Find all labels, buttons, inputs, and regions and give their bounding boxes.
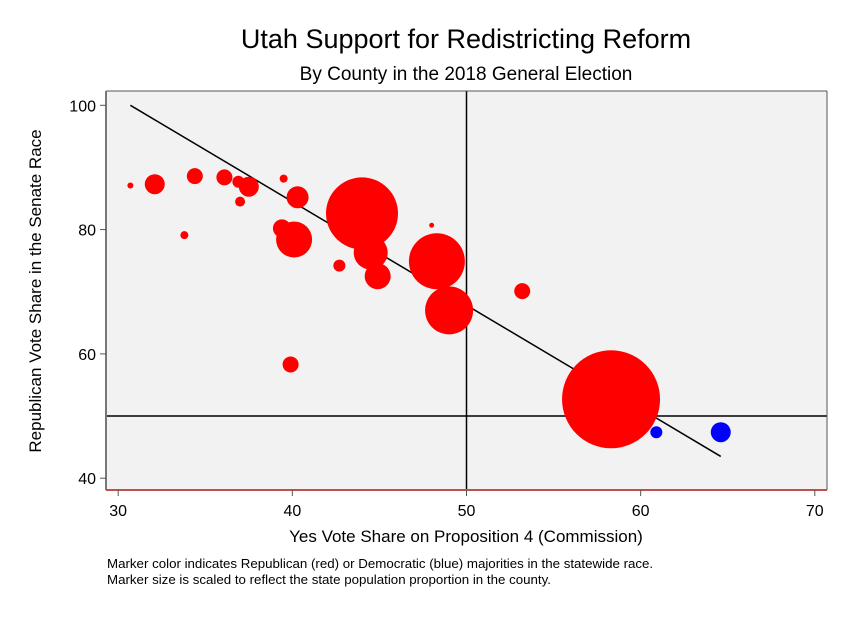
y-tick-label: 100 [69, 98, 96, 115]
data-point-republican [353, 235, 388, 270]
chart-note-size: Marker size is scaled to reflect the sta… [107, 572, 551, 587]
data-point-republican [425, 286, 474, 335]
data-point-republican [272, 219, 291, 238]
data-point-democratic [650, 426, 663, 439]
chart-note-color: Marker color indicates Republican (red) … [107, 556, 654, 571]
y-tick-label: 60 [78, 347, 96, 364]
data-point-republican [333, 259, 346, 272]
x-tick-label: 50 [458, 503, 476, 520]
x-axis-label: Yes Vote Share on Proposition 4 (Commiss… [289, 527, 643, 546]
data-point-republican [216, 169, 233, 186]
data-point-democratic [710, 422, 731, 443]
data-point-republican [408, 233, 465, 290]
data-point-republican [282, 356, 299, 373]
y-axis-label: Republican Vote Share in the Senate Race [26, 129, 45, 452]
data-point-republican [364, 263, 391, 290]
data-point-republican [279, 174, 288, 183]
data-point-republican [232, 175, 245, 188]
data-point-republican [235, 196, 246, 207]
data-point-republican [326, 177, 399, 250]
y-tick-label: 80 [78, 223, 96, 240]
data-point-republican [429, 222, 435, 228]
data-point-republican [144, 174, 165, 195]
y-tick-label: 40 [78, 471, 96, 488]
data-point-republican [180, 231, 189, 240]
data-point-republican [127, 182, 134, 189]
chart-subtitle: By County in the 2018 General Election [300, 64, 633, 85]
x-tick-label: 30 [109, 503, 127, 520]
chart-title: Utah Support for Redistricting Reform [241, 24, 691, 54]
data-point-republican [286, 186, 309, 209]
data-point-republican [514, 283, 531, 300]
x-tick-label: 40 [283, 503, 301, 520]
data-point-republican [186, 168, 203, 185]
data-point-republican [562, 350, 661, 449]
x-tick-label: 60 [632, 503, 650, 520]
x-tick-label: 70 [806, 503, 824, 520]
